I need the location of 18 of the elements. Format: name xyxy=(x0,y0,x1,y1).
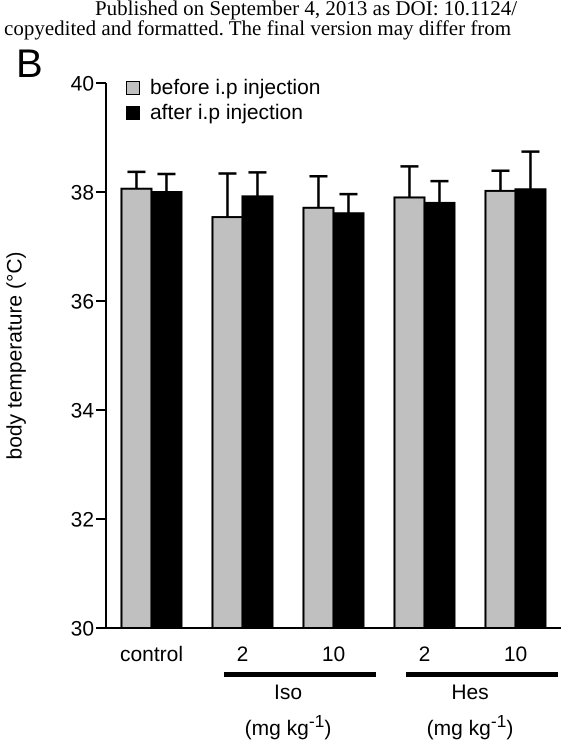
legend-label: after i.p injection xyxy=(150,100,303,125)
x-tick-label: control xyxy=(120,642,184,666)
y-tick-label: 32 xyxy=(70,508,94,532)
y-tick-label: 38 xyxy=(70,181,94,204)
x-tick-label: 2 xyxy=(236,642,248,666)
y-tick-label: 34 xyxy=(70,399,94,422)
x-tick-label: 10 xyxy=(504,642,528,666)
y-axis-title: body temperature (°C) xyxy=(3,252,26,460)
text: B xyxy=(16,42,43,86)
y-tick-label: 36 xyxy=(70,290,94,314)
text: Iso (mg kg$^{-1}$) xyxy=(244,680,332,742)
x-tick-label: 10 xyxy=(322,642,346,666)
y-tick-label: 30 xyxy=(70,617,94,640)
x-tick-label: 2 xyxy=(418,642,430,666)
legend-label: before i.p injection xyxy=(150,75,320,100)
y-tick-label: 40 xyxy=(70,72,94,96)
text: Published on September 4, 2013 as DOI: 10.1124/ xyxy=(95,0,518,20)
text: Hes (mg kg$^{-1}$) xyxy=(426,680,514,742)
